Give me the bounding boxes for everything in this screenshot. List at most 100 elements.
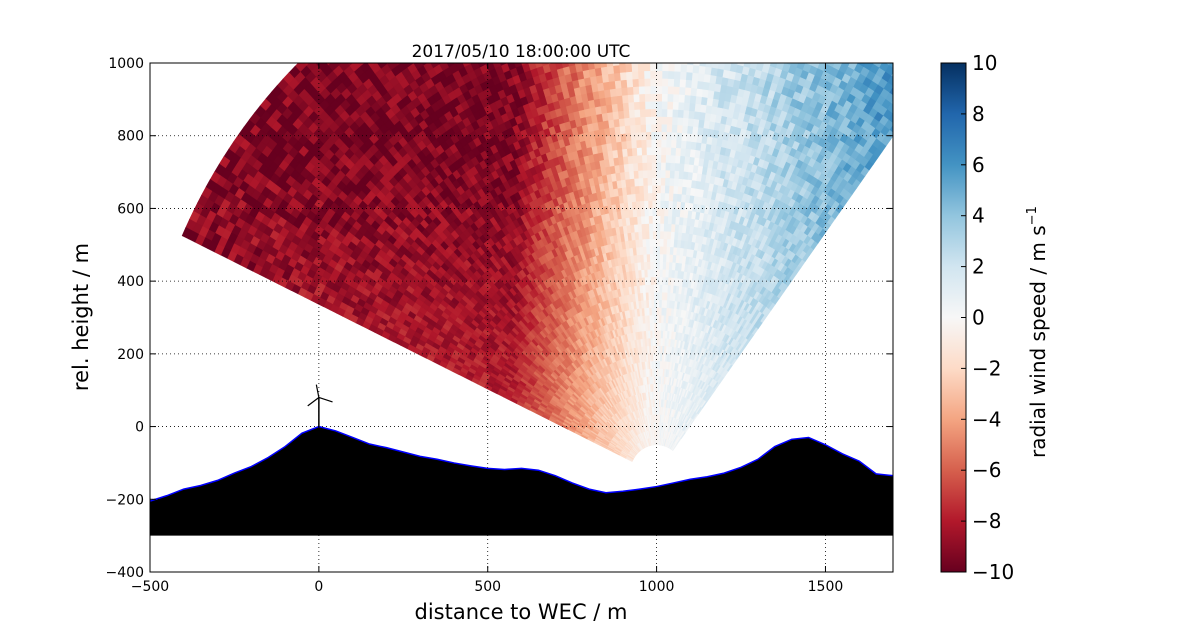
scan-cell <box>676 116 684 126</box>
scan-cell <box>650 123 657 133</box>
scan-cell <box>653 284 657 293</box>
scan-cell <box>645 116 652 125</box>
scan-cell <box>643 200 649 209</box>
scan-cell <box>666 223 672 232</box>
scan-cell <box>663 215 669 224</box>
scan-cell <box>650 116 657 125</box>
scan-cell <box>658 307 662 316</box>
scan-cell <box>670 147 677 156</box>
scan-cell <box>636 154 643 164</box>
scan-cell <box>677 109 684 118</box>
scan-cell <box>661 108 668 117</box>
scan-cell <box>682 109 690 119</box>
scan-cell <box>650 100 657 110</box>
scan-cell <box>640 139 647 148</box>
scan-cell <box>658 291 663 301</box>
scan-cell <box>634 124 641 133</box>
scan-cell <box>631 147 638 157</box>
scan-cell <box>648 215 653 224</box>
scan-cell <box>646 154 652 163</box>
scan-cell <box>627 101 635 111</box>
scan-cell <box>652 253 657 262</box>
scan-cell <box>653 291 657 301</box>
scan-cell <box>682 117 689 126</box>
scan-cell <box>668 185 674 194</box>
scan-cell <box>664 184 670 194</box>
scan-cell <box>680 132 688 142</box>
scan-cell <box>669 169 675 179</box>
scan-cell <box>666 93 674 102</box>
scan-cell <box>645 139 652 148</box>
scan-cell <box>648 223 653 232</box>
scan-cell <box>652 223 657 232</box>
scan-cell <box>648 230 654 240</box>
scan-cell <box>659 223 665 232</box>
scan-cell <box>674 154 681 164</box>
scan-cell <box>622 109 630 119</box>
scan-cell <box>683 102 690 111</box>
scan-cell <box>663 207 669 217</box>
scan-cell <box>668 177 675 187</box>
scan-cell <box>639 123 647 133</box>
scan-cell <box>623 117 631 127</box>
scan-cell <box>655 146 662 155</box>
scan-cell <box>648 238 654 247</box>
scan-cell <box>652 230 657 239</box>
scan-cell <box>652 245 657 255</box>
scan-cell <box>666 108 673 118</box>
scan-cell <box>675 132 683 141</box>
scan-cell <box>660 146 667 156</box>
scan-cell <box>658 268 663 278</box>
scan-cell <box>628 116 636 126</box>
scan-cell <box>652 261 657 270</box>
scan-cell <box>663 223 668 232</box>
scan-cell <box>650 139 657 148</box>
scan-cell <box>664 177 670 186</box>
scan-cell <box>636 147 643 156</box>
scan-cell <box>627 94 634 103</box>
scan-cell <box>641 162 648 171</box>
scan-cell <box>643 192 649 202</box>
scan-cell <box>649 253 654 262</box>
scan-cell <box>653 276 657 285</box>
scan-cell <box>633 101 640 110</box>
scan-cell <box>671 108 679 118</box>
scan-cell <box>679 147 686 157</box>
scan-cell <box>650 131 657 140</box>
scan-cell <box>649 245 654 255</box>
scan-cell <box>659 253 664 262</box>
scan-cell <box>651 169 657 178</box>
scan-cell <box>667 208 673 217</box>
scan-cell <box>658 299 662 308</box>
scan-cell <box>644 108 651 117</box>
scan-cell <box>647 207 653 217</box>
scan-cell <box>687 117 694 127</box>
scan-cell <box>641 146 647 156</box>
scan-cell <box>655 116 662 125</box>
scan-cell <box>664 162 671 171</box>
scan-cell <box>668 192 674 202</box>
scan-cell <box>664 169 671 179</box>
scan-cell <box>637 169 644 179</box>
scan-cell <box>630 139 637 149</box>
scan-cell <box>630 132 637 141</box>
scan-cell <box>689 94 697 104</box>
scan-cell <box>667 215 673 225</box>
scan-cell <box>659 215 665 224</box>
scan-cell <box>628 109 635 118</box>
scan-cell <box>644 215 649 224</box>
scan-cell <box>672 101 679 110</box>
scan-cell <box>638 101 646 110</box>
scan-cell <box>666 101 674 110</box>
scan-cell <box>666 116 673 125</box>
scan-cell <box>645 123 652 133</box>
scan-cell <box>650 108 657 117</box>
scan-cell <box>660 139 667 148</box>
scan-cell <box>642 169 648 179</box>
scan-cell <box>660 177 666 186</box>
scan-cell <box>674 162 680 172</box>
scan-cell <box>688 102 696 112</box>
scan-cell <box>670 131 677 141</box>
